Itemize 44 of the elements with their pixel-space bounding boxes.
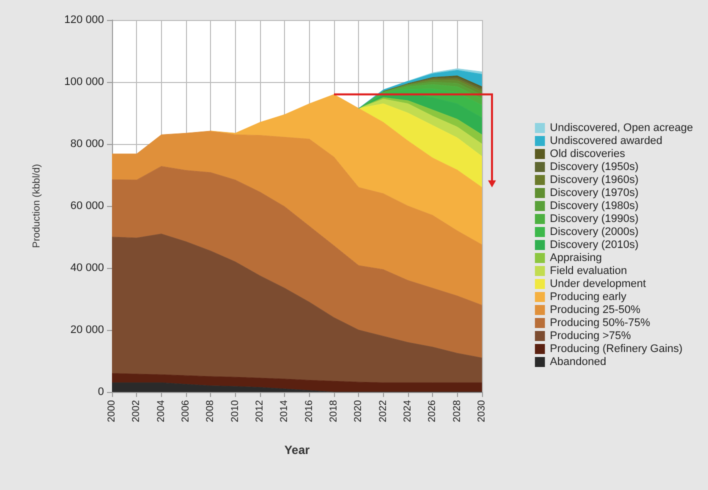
y-tick-label: 100 000 <box>64 76 104 88</box>
x-tick-label: 2000 <box>106 400 118 422</box>
legend-label: Discovery (2010s) <box>550 239 639 251</box>
x-tick-label: 2026 <box>427 400 438 422</box>
legend-label: Appraising <box>550 252 602 264</box>
legend-label: Under development <box>550 278 646 290</box>
legend-label: Producing >75% <box>550 330 632 342</box>
y-tick-label: 60 000 <box>70 200 104 212</box>
legend-label: Producing (Refinery Gains) <box>550 343 683 355</box>
x-tick-label: 2028 <box>452 400 463 422</box>
x-tick-label: 2004 <box>156 400 167 422</box>
legend-label: Undiscovered, Open acreage <box>550 122 694 134</box>
legend-label: Producing early <box>550 291 627 303</box>
x-tick-label: 2002 <box>131 400 142 422</box>
x-tick-label: 2016 <box>304 400 315 422</box>
legend-label: Producing 25-50% <box>550 304 641 316</box>
legend-label: Field evaluation <box>550 265 627 277</box>
x-tick-label: 2006 <box>180 400 192 422</box>
x-tick-label: 2012 <box>254 400 266 422</box>
legend-label: Discovery (1950s) <box>550 161 639 173</box>
y-tick-label: 120 000 <box>64 14 104 26</box>
x-tick-label: 2022 <box>378 400 389 422</box>
x-tick-label: 2008 <box>205 400 216 422</box>
y-tick-label: 40 000 <box>70 262 104 274</box>
legend-label: Old discoveries <box>550 148 626 160</box>
x-tick-label: 2020 <box>353 400 364 422</box>
legend-label: Discovery (1990s) <box>550 213 639 225</box>
x-axis-title: Year <box>284 443 310 457</box>
y-tick-label: 0 <box>98 386 104 398</box>
y-tick-label: 20 000 <box>70 324 104 336</box>
legend-label: Abandoned <box>550 356 606 368</box>
legend-label: Discovery (1970s) <box>550 187 639 199</box>
y-tick-label: 80 000 <box>70 138 104 150</box>
legend-label: Discovery (1960s) <box>550 174 639 186</box>
x-tick-label: 2010 <box>230 400 241 422</box>
legend-label: Undiscovered awarded <box>550 135 662 147</box>
x-tick-label: 2018 <box>328 400 340 422</box>
legend-label: Discovery (1980s) <box>550 200 639 212</box>
x-tick-label: 2014 <box>279 400 290 422</box>
y-axis-title: Production (kbbl/d) <box>32 164 42 248</box>
x-tick-label: 2024 <box>402 400 414 422</box>
legend-label: Discovery (2000s) <box>550 226 639 238</box>
x-tick-label: 2030 <box>476 400 488 422</box>
legend-label: Producing 50%-75% <box>550 317 650 329</box>
